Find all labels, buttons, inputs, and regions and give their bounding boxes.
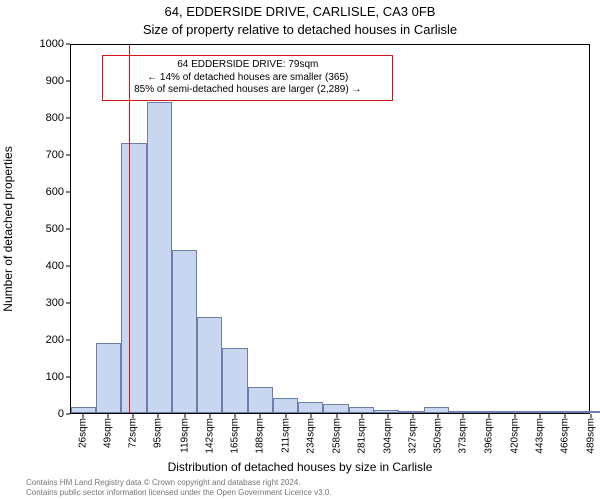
y-tick-mark: [66, 44, 70, 45]
data-attribution: Contains HM Land Registry data © Crown c…: [26, 478, 332, 497]
x-axis-label: Distribution of detached houses by size …: [0, 460, 600, 474]
x-tick-label: 466sqm: [560, 418, 571, 454]
x-tick-mark: [463, 414, 464, 418]
x-tick-mark: [514, 414, 515, 418]
y-tick-mark: [66, 414, 70, 415]
x-tick-label: 211sqm: [280, 418, 291, 453]
x-tick-label: 234sqm: [305, 418, 316, 454]
y-tick-mark: [66, 229, 70, 230]
histogram-bar: [222, 348, 247, 413]
histogram-bar: [248, 387, 273, 413]
histogram-bar: [424, 407, 449, 413]
histogram-bar: [399, 411, 424, 413]
histogram-bar: [550, 411, 575, 413]
x-tick-mark: [82, 414, 83, 418]
y-tick-label: 400: [24, 260, 64, 272]
x-tick-label: 72sqm: [128, 418, 139, 448]
x-tick-mark: [337, 414, 338, 418]
x-tick-mark: [158, 414, 159, 418]
x-tick-label: 350sqm: [433, 418, 444, 454]
x-tick-label: 165sqm: [230, 418, 241, 454]
x-tick-mark: [310, 414, 311, 418]
y-tick-label: 700: [24, 149, 64, 161]
x-tick-mark: [387, 414, 388, 418]
y-tick-mark: [66, 118, 70, 119]
histogram-bar: [147, 102, 172, 413]
histogram-bar: [576, 411, 600, 413]
y-tick-mark: [66, 155, 70, 156]
x-tick-label: 373sqm: [458, 418, 469, 454]
annotation-line: 85% of semi-detached houses are larger (…: [109, 84, 386, 97]
x-tick-label: 49sqm: [102, 418, 113, 448]
y-tick-label: 0: [24, 408, 64, 420]
x-tick-label: 258sqm: [332, 418, 343, 454]
histogram-bar: [374, 410, 399, 413]
y-tick-label: 1000: [24, 38, 64, 50]
x-tick-label: 420sqm: [509, 418, 520, 454]
y-axis-label: Number of detached properties: [1, 146, 15, 311]
histogram-bar: [172, 250, 197, 413]
y-tick-label: 900: [24, 75, 64, 87]
x-tick-label: 489sqm: [585, 418, 596, 454]
chart-root: 64, EDDERSIDE DRIVE, CARLISLE, CA3 0FB S…: [0, 0, 600, 500]
x-tick-mark: [590, 414, 591, 418]
histogram-bar: [525, 411, 550, 413]
plot-area: 64 EDDERSIDE DRIVE: 79sqm← 14% of detach…: [70, 44, 590, 414]
histogram-bar: [71, 407, 96, 413]
x-tick-mark: [540, 414, 541, 418]
annotation-box: 64 EDDERSIDE DRIVE: 79sqm← 14% of detach…: [102, 55, 393, 101]
y-tick-mark: [66, 81, 70, 82]
histogram-bar: [96, 343, 121, 413]
chart-subtitle: Size of property relative to detached ho…: [0, 22, 600, 37]
y-tick-mark: [66, 377, 70, 378]
y-tick-label: 800: [24, 112, 64, 124]
x-tick-mark: [184, 414, 185, 418]
x-tick-mark: [412, 414, 413, 418]
attribution-line-1: Contains HM Land Registry data © Crown c…: [26, 478, 332, 488]
x-tick-label: 95sqm: [153, 418, 164, 448]
x-tick-mark: [209, 414, 210, 418]
histogram-bar: [500, 411, 525, 413]
histogram-bar: [323, 404, 348, 413]
x-tick-label: 396sqm: [483, 418, 494, 454]
x-tick-mark: [565, 414, 566, 418]
x-tick-label: 142sqm: [204, 418, 215, 454]
histogram-bar: [298, 402, 323, 413]
y-tick-mark: [66, 266, 70, 267]
y-tick-label: 200: [24, 334, 64, 346]
histogram-bar: [121, 143, 146, 413]
x-tick-label: 188sqm: [255, 418, 266, 454]
x-tick-mark: [235, 414, 236, 418]
y-tick-label: 500: [24, 223, 64, 235]
histogram-bar: [273, 398, 298, 413]
y-tick-mark: [66, 303, 70, 304]
x-tick-mark: [133, 414, 134, 418]
y-tick-label: 300: [24, 297, 64, 309]
x-tick-label: 304sqm: [382, 418, 393, 454]
histogram-bar: [197, 317, 222, 413]
x-tick-mark: [260, 414, 261, 418]
histogram-bar: [475, 411, 500, 413]
x-tick-mark: [285, 414, 286, 418]
y-tick-mark: [66, 192, 70, 193]
x-tick-label: 26sqm: [77, 418, 88, 448]
x-tick-label: 281sqm: [357, 418, 368, 454]
x-tick-mark: [362, 414, 363, 418]
x-tick-label: 119sqm: [179, 418, 190, 453]
y-tick-mark: [66, 340, 70, 341]
annotation-line: ← 14% of detached houses are smaller (36…: [109, 72, 386, 85]
histogram-bar: [349, 407, 374, 413]
x-tick-mark: [488, 414, 489, 418]
address-title: 64, EDDERSIDE DRIVE, CARLISLE, CA3 0FB: [0, 4, 600, 19]
histogram-bar: [449, 411, 474, 413]
x-tick-mark: [438, 414, 439, 418]
attribution-line-2: Contains public sector information licen…: [26, 488, 332, 498]
y-tick-label: 600: [24, 186, 64, 198]
x-tick-mark: [107, 414, 108, 418]
y-tick-label: 100: [24, 371, 64, 383]
annotation-line: 64 EDDERSIDE DRIVE: 79sqm: [109, 59, 386, 72]
x-tick-label: 443sqm: [535, 418, 546, 454]
x-tick-label: 327sqm: [407, 418, 418, 454]
